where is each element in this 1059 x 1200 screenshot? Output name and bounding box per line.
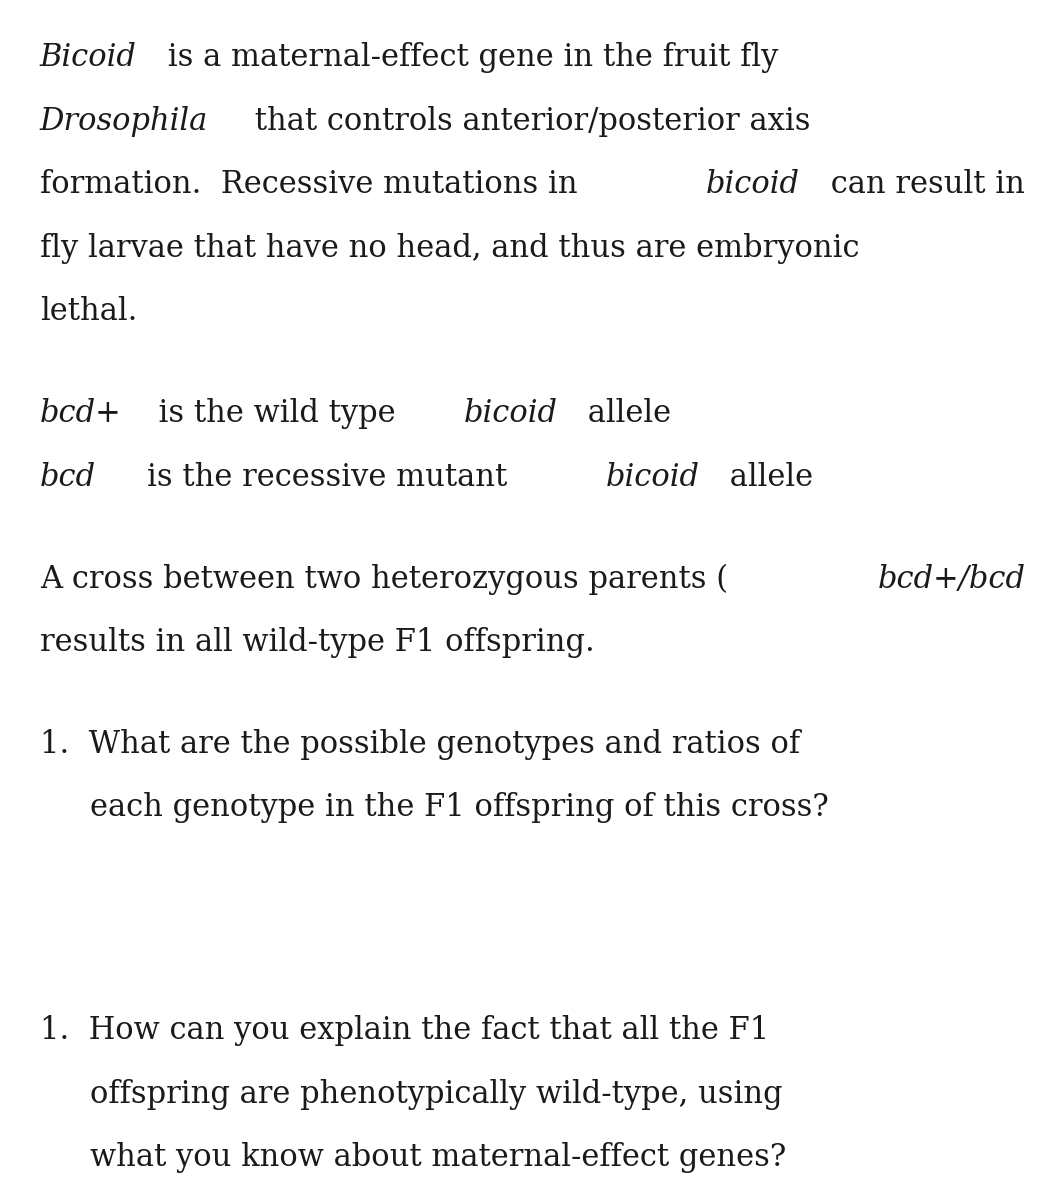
Text: bicoid: bicoid xyxy=(606,462,700,493)
Text: bicoid: bicoid xyxy=(464,398,557,430)
Text: Drosophila: Drosophila xyxy=(40,106,209,137)
Text: 1.  How can you explain the fact that all the F1: 1. How can you explain the fact that all… xyxy=(40,1015,769,1046)
Text: what you know about maternal-effect genes?: what you know about maternal-effect gene… xyxy=(90,1142,786,1174)
Text: bicoid: bicoid xyxy=(706,169,801,200)
Text: 1.  What are the possible genotypes and ratios of: 1. What are the possible genotypes and r… xyxy=(40,728,801,760)
Text: fly larvae that have no head, and thus are embryonic: fly larvae that have no head, and thus a… xyxy=(40,233,860,264)
Text: Bicoid: Bicoid xyxy=(40,42,137,73)
Text: is a maternal-effect gene in the fruit fly: is a maternal-effect gene in the fruit f… xyxy=(158,42,778,73)
Text: can result in: can result in xyxy=(821,169,1024,200)
Text: allele: allele xyxy=(578,398,671,430)
Text: is the recessive mutant: is the recessive mutant xyxy=(108,462,517,493)
Text: each genotype in the F1 offspring of this cross?: each genotype in the F1 offspring of thi… xyxy=(90,792,828,823)
Text: lethal.: lethal. xyxy=(40,296,138,328)
Text: A cross between two heterozygous parents (: A cross between two heterozygous parents… xyxy=(40,564,729,595)
Text: that controls anterior/posterior axis: that controls anterior/posterior axis xyxy=(245,106,810,137)
Text: offspring are phenotypically wild-type, using: offspring are phenotypically wild-type, … xyxy=(90,1079,783,1110)
Text: results in all wild-type F1 offspring.: results in all wild-type F1 offspring. xyxy=(40,628,595,658)
Text: is the wild type: is the wild type xyxy=(140,398,406,430)
Text: bcd+/bcd: bcd+/bcd xyxy=(878,564,1025,594)
Text: allele: allele xyxy=(720,462,813,493)
Text: formation.  Recessive mutations in: formation. Recessive mutations in xyxy=(40,169,588,200)
Text: bcd+: bcd+ xyxy=(40,398,122,430)
Text: ): ) xyxy=(1058,564,1059,594)
Text: bcd: bcd xyxy=(40,462,96,493)
